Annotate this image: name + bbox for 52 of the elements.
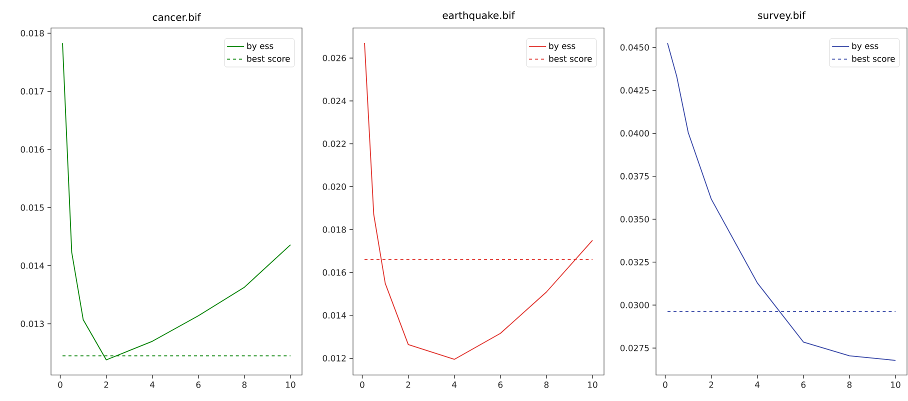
x-tick-label: 0 <box>58 382 62 388</box>
y-tick-label: 0.0425 <box>620 87 649 94</box>
x-tick-label: 6 <box>801 382 806 388</box>
x-tick-label: 2 <box>709 382 714 388</box>
legend-label: best score <box>549 55 592 62</box>
chart-title: earthquake.bif <box>442 11 516 21</box>
legend-label: by ess <box>247 42 274 51</box>
x-tick-label: 6 <box>196 382 201 388</box>
y-tick-label: 0.017 <box>20 88 44 95</box>
x-tick-label: 8 <box>847 382 852 388</box>
y-tick-label: 0.020 <box>322 184 346 190</box>
x-tick-label: 0 <box>360 382 364 388</box>
x-tick-label: 8 <box>242 382 247 388</box>
x-tick-label: 8 <box>544 382 549 388</box>
chart-title: survey.bif <box>758 11 806 22</box>
legend-label: best score <box>852 55 895 62</box>
y-tick-label: 0.0375 <box>620 173 649 180</box>
y-tick-label: 0.016 <box>322 269 346 276</box>
x-tick-label: 6 <box>498 382 503 388</box>
y-tick-label: 0.0300 <box>620 302 649 308</box>
x-tick-label: 2 <box>104 382 108 388</box>
legend-label: by ess <box>549 42 576 51</box>
x-tick-label: 10 <box>588 382 598 388</box>
y-tick-label: 0.022 <box>322 140 346 148</box>
x-tick-label: 0 <box>663 382 668 388</box>
y-tick-label: 0.014 <box>322 312 346 319</box>
y-tick-label: 0.012 <box>322 355 346 362</box>
chart-title: cancer.bif <box>152 13 201 21</box>
line-series <box>667 42 896 361</box>
legend-label: best score <box>247 55 290 62</box>
y-tick-label: 0.015 <box>20 204 44 211</box>
y-tick-label: 0.026 <box>322 54 346 62</box>
x-tick-label: 10 <box>286 382 296 388</box>
y-tick-label: 0.0275 <box>620 344 649 352</box>
y-tick-label: 0.0450 <box>620 44 649 51</box>
x-tick-label: 4 <box>150 382 155 388</box>
y-tick-label: 0.014 <box>20 262 44 269</box>
legend-label: by ess <box>852 42 878 51</box>
y-tick-label: 0.018 <box>20 30 44 36</box>
x-tick-label: 4 <box>755 382 760 388</box>
y-tick-label: 0.016 <box>20 146 44 153</box>
line-series <box>364 42 593 360</box>
line-series <box>62 42 291 360</box>
x-tick-label: 4 <box>452 382 457 388</box>
y-tick-label: 0.0350 <box>620 216 649 222</box>
x-tick-label: 10 <box>891 382 900 388</box>
y-tick-label: 0.013 <box>20 320 44 328</box>
y-tick-label: 0.018 <box>322 226 346 233</box>
y-tick-label: 0.024 <box>322 98 346 104</box>
y-tick-label: 0.0400 <box>620 130 649 137</box>
x-tick-label: 2 <box>406 382 410 388</box>
y-tick-label: 0.0325 <box>620 258 649 266</box>
